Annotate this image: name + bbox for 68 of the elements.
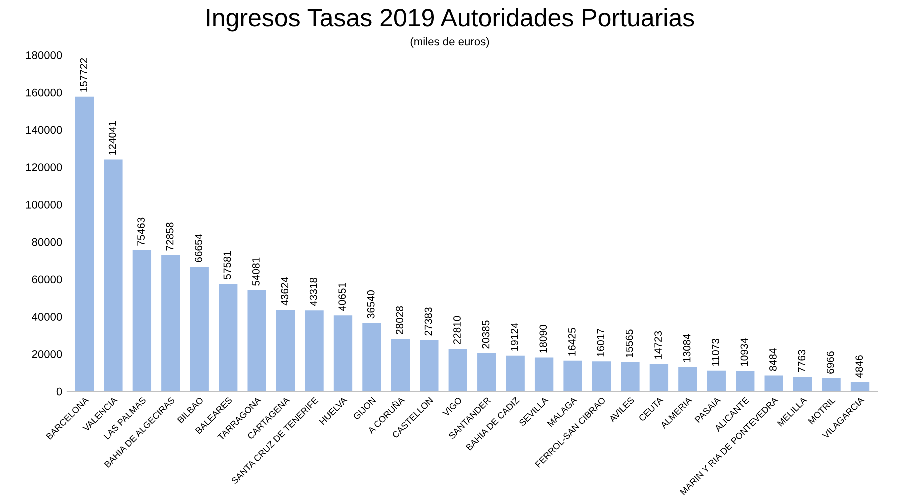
bar	[793, 377, 812, 392]
bar	[362, 323, 382, 392]
data-label: 43624	[281, 277, 289, 306]
bar	[420, 340, 439, 392]
data-label: 19124	[511, 323, 518, 351]
y-tick-label: 180000	[26, 51, 62, 60]
bar	[534, 358, 554, 392]
bar	[850, 382, 870, 392]
bar	[248, 290, 266, 392]
data-label: 6966	[826, 352, 834, 374]
bar	[276, 310, 296, 392]
bar	[564, 360, 582, 392]
y-tick-label: 60000	[32, 276, 62, 284]
bar	[448, 348, 468, 392]
y-tick-label: 40000	[32, 313, 62, 321]
bar	[678, 367, 698, 392]
bar	[75, 96, 94, 392]
bar	[190, 267, 209, 392]
bar	[478, 353, 496, 392]
data-label: 57581	[224, 251, 232, 280]
data-label: 15565	[626, 330, 634, 358]
bar	[132, 250, 152, 392]
data-label: 8484	[770, 348, 777, 372]
y-tick-label: 140000	[26, 126, 62, 134]
chart-subtitle: (miles de euros)	[410, 37, 490, 48]
data-label: 4846	[856, 356, 864, 378]
bar	[334, 316, 353, 392]
y-tick-label: 120000	[26, 164, 62, 172]
y-tick-label: 80000	[32, 238, 62, 246]
data-label: 13084	[683, 334, 691, 362]
data-label: 66654	[195, 234, 202, 262]
data-label: 157722	[80, 58, 88, 92]
bar	[391, 339, 410, 392]
data-label: 16017	[597, 329, 605, 357]
bar	[621, 362, 640, 392]
data-label: 16425	[568, 328, 576, 356]
chart-title: Ingresos Tasas 2019 Autoridades Portuarias	[207, 8, 694, 32]
data-label: 36540	[367, 290, 375, 319]
bar	[764, 376, 784, 392]
data-label: 10934	[740, 338, 748, 366]
data-label: 22810	[454, 316, 461, 344]
data-label: 54081	[252, 258, 260, 286]
data-label: 40651	[338, 282, 346, 312]
y-tick-label: 160000	[26, 88, 62, 97]
data-label: 27383	[424, 308, 432, 336]
bar	[104, 160, 123, 392]
data-label: 43318	[310, 278, 318, 306]
bar	[650, 364, 669, 392]
data-label: 20385	[482, 320, 490, 349]
data-label: 11073	[712, 338, 720, 366]
data-label: 124041	[108, 121, 116, 155]
bar	[219, 284, 238, 392]
bar	[162, 255, 180, 392]
data-label: 75463	[138, 218, 145, 246]
bar	[822, 378, 841, 392]
bar	[592, 362, 612, 392]
bar	[707, 370, 726, 392]
y-tick-label: 0	[56, 388, 62, 396]
data-label: 7763	[798, 350, 806, 372]
data-label: 72858	[166, 222, 174, 251]
bar	[305, 310, 324, 392]
y-tick-label: 100000	[26, 200, 62, 209]
data-label: 14723	[654, 331, 662, 360]
y-tick-label: 20000	[32, 350, 62, 358]
bar	[736, 371, 755, 392]
data-label: 18090	[540, 325, 548, 353]
data-label: 28028	[396, 306, 404, 334]
bar	[506, 356, 525, 392]
